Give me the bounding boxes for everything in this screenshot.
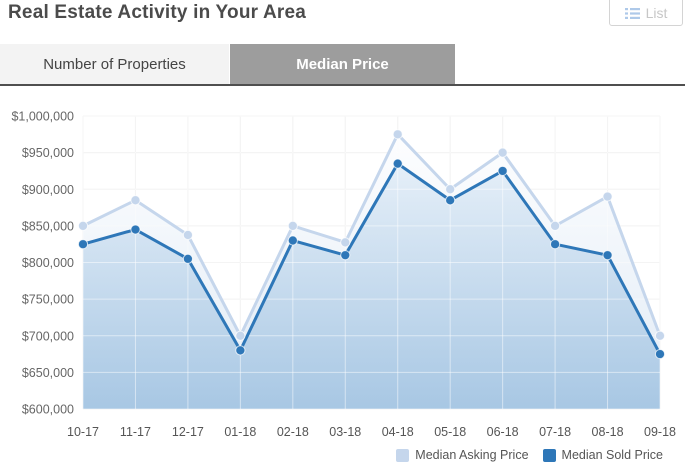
svg-text:$950,000: $950,000 <box>22 146 74 160</box>
svg-text:02-18: 02-18 <box>277 425 309 439</box>
svg-text:$750,000: $750,000 <box>22 293 74 307</box>
svg-text:06-18: 06-18 <box>487 425 519 439</box>
tab-label: Median Price <box>296 55 389 73</box>
svg-text:$700,000: $700,000 <box>22 329 74 343</box>
svg-text:01-18: 01-18 <box>224 425 256 439</box>
svg-text:08-18: 08-18 <box>592 425 624 439</box>
svg-text:$650,000: $650,000 <box>22 366 74 380</box>
svg-text:$800,000: $800,000 <box>22 256 74 270</box>
svg-text:$900,000: $900,000 <box>22 183 74 197</box>
svg-text:$1,000,000: $1,000,000 <box>11 110 74 124</box>
page-title: Real Estate Activity in Your Area <box>8 2 307 23</box>
chart-canvas[interactable]: $600,000 $650,000 $700,000 $750,000 $800,000… <box>0 86 685 464</box>
page-header: Real Estate Activity in Your Area List <box>0 0 685 44</box>
svg-text:04-18: 04-18 <box>382 425 414 439</box>
svg-text:11-17: 11-17 <box>120 425 151 439</box>
legend-swatch-sold <box>542 448 556 462</box>
chart-tabs: Number of Properties Median Price <box>0 44 685 86</box>
tab-label: Number of Properties <box>43 55 186 73</box>
legend-item-median-asking-price[interactable]: Median Asking Price <box>396 448 529 462</box>
legend-label: Median Sold Price <box>561 448 663 462</box>
legend-item-median-sold-price[interactable]: Median Sold Price <box>542 448 663 462</box>
svg-text:12-17: 12-17 <box>172 425 204 439</box>
tab-underline <box>0 84 685 86</box>
svg-text:05-18: 05-18 <box>434 425 466 439</box>
svg-text:09-18: 09-18 <box>644 425 676 439</box>
svg-text:$600,000: $600,000 <box>22 403 74 417</box>
svg-text:03-18: 03-18 <box>329 425 361 439</box>
list-button-label: List <box>645 5 668 21</box>
legend-label: Median Asking Price <box>415 448 529 462</box>
median-price-chart[interactable]: $600,000 $650,000 $700,000 $750,000 $800,000… <box>0 86 685 464</box>
chart-legend: Median Asking Price Median Sold Price <box>396 448 663 462</box>
svg-text:07-18: 07-18 <box>539 425 571 439</box>
list-icon <box>624 7 640 20</box>
svg-text:10-17: 10-17 <box>67 425 99 439</box>
tab-number-of-properties[interactable]: Number of Properties <box>0 44 229 84</box>
svg-text:$850,000: $850,000 <box>22 219 74 233</box>
legend-swatch-asking <box>396 448 410 462</box>
list-button[interactable]: List <box>609 0 683 26</box>
tab-median-price[interactable]: Median Price <box>230 44 455 84</box>
